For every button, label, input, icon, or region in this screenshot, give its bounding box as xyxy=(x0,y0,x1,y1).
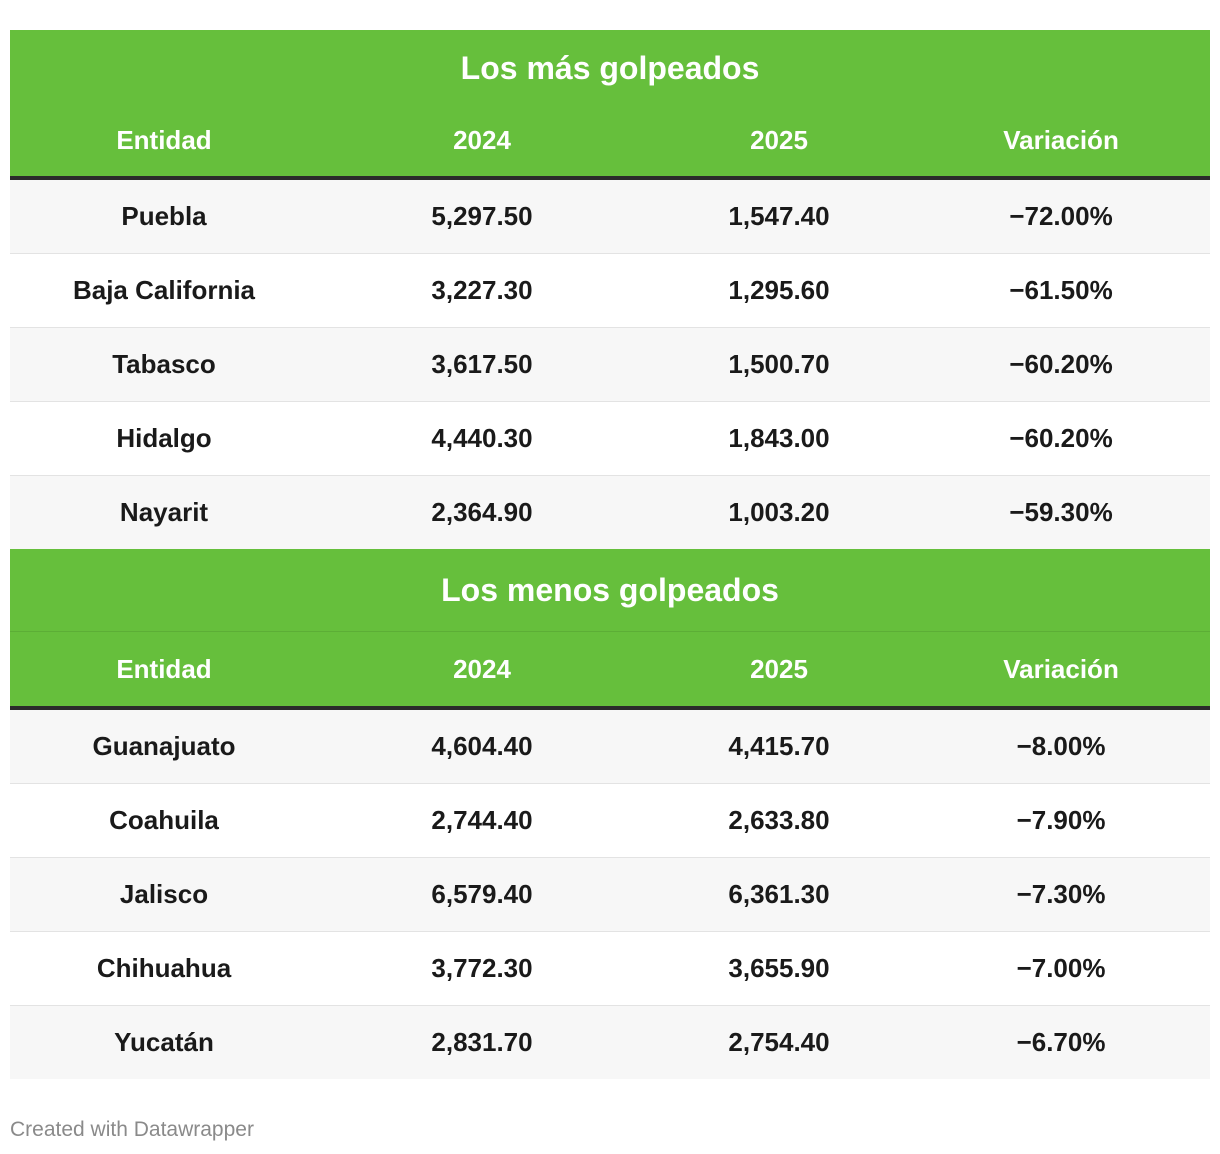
value-2025-cell: 4,415.70 xyxy=(646,708,912,784)
variacion-cell: −60.20% xyxy=(912,327,1211,402)
table-row: Puebla 5,297.50 1,547.40 −72.00% xyxy=(10,178,1211,254)
value-2025-cell: 2,754.40 xyxy=(646,1005,912,1079)
table-row: Jalisco 6,579.40 6,361.30 −7.30% xyxy=(10,857,1211,932)
entidad-cell: Coahuila xyxy=(10,783,318,858)
variacion-cell: −60.20% xyxy=(912,401,1211,476)
variacion-cell: −59.30% xyxy=(912,475,1211,549)
column-header-row: Entidad 2024 2025 Variación xyxy=(10,104,1211,180)
variacion-cell: −7.30% xyxy=(912,857,1211,932)
value-2024-cell: 3,617.50 xyxy=(318,327,646,402)
value-2024-cell: 4,440.30 xyxy=(318,401,646,476)
data-table: Los más golpeados Entidad 2024 2025 Variació… xyxy=(10,30,1211,1079)
table-row: Baja California 3,227.30 1,295.60 −61.50% xyxy=(10,253,1211,328)
variacion-cell: −7.90% xyxy=(912,783,1211,858)
value-2024-cell: 2,831.70 xyxy=(318,1005,646,1079)
value-2024-cell: 3,227.30 xyxy=(318,253,646,328)
value-2025-cell: 6,361.30 xyxy=(646,857,912,932)
variacion-cell: −8.00% xyxy=(912,708,1211,784)
footer-credit[interactable]: Created with Datawrapper xyxy=(10,1118,254,1141)
entidad-cell: Guanajuato xyxy=(10,708,318,784)
section-title-row: Los menos golpeados xyxy=(10,549,1211,632)
value-2024-cell: 2,364.90 xyxy=(318,475,646,549)
entidad-cell: Hidalgo xyxy=(10,401,318,476)
entidad-cell: Jalisco xyxy=(10,857,318,932)
value-2025-cell: 1,843.00 xyxy=(646,401,912,476)
entidad-cell: Nayarit xyxy=(10,475,318,549)
column-header-entidad: Entidad xyxy=(10,631,318,710)
column-header-2024: 2024 xyxy=(318,631,646,710)
entidad-cell: Chihuahua xyxy=(10,931,318,1006)
value-2025-cell: 1,295.60 xyxy=(646,253,912,328)
section-title-row: Los más golpeados xyxy=(10,30,1211,104)
value-2024-cell: 5,297.50 xyxy=(318,178,646,254)
value-2025-cell: 1,500.70 xyxy=(646,327,912,402)
value-2024-cell: 3,772.30 xyxy=(318,931,646,1006)
column-header-entidad: Entidad xyxy=(10,104,318,180)
variacion-cell: −6.70% xyxy=(912,1005,1211,1079)
column-header-2025: 2025 xyxy=(646,104,912,180)
entidad-cell: Yucatán xyxy=(10,1005,318,1079)
entidad-cell: Baja California xyxy=(10,253,318,328)
section-title: Los más golpeados xyxy=(10,30,1211,104)
value-2024-cell: 6,579.40 xyxy=(318,857,646,932)
variacion-cell: −7.00% xyxy=(912,931,1211,1006)
value-2025-cell: 3,655.90 xyxy=(646,931,912,1006)
variacion-cell: −72.00% xyxy=(912,178,1211,254)
section-title: Los menos golpeados xyxy=(10,549,1211,632)
column-header-row: Entidad 2024 2025 Variación xyxy=(10,631,1211,710)
entidad-cell: Puebla xyxy=(10,178,318,254)
variacion-cell: −61.50% xyxy=(912,253,1211,328)
table-row: Chihuahua 3,772.30 3,655.90 −7.00% xyxy=(10,931,1211,1006)
column-header-variacion: Variación xyxy=(912,104,1211,180)
value-2025-cell: 2,633.80 xyxy=(646,783,912,858)
table-row: Tabasco 3,617.50 1,500.70 −60.20% xyxy=(10,327,1211,402)
data-table-container: Los más golpeados Entidad 2024 2025 Variació… xyxy=(10,30,1211,1079)
table-row: Nayarit 2,364.90 1,003.20 −59.30% xyxy=(10,475,1211,549)
value-2024-cell: 2,744.40 xyxy=(318,783,646,858)
table-row: Hidalgo 4,440.30 1,843.00 −60.20% xyxy=(10,401,1211,476)
table-row: Yucatán 2,831.70 2,754.40 −6.70% xyxy=(10,1005,1211,1079)
column-header-2025: 2025 xyxy=(646,631,912,710)
value-2025-cell: 1,547.40 xyxy=(646,178,912,254)
entidad-cell: Tabasco xyxy=(10,327,318,402)
value-2024-cell: 4,604.40 xyxy=(318,708,646,784)
column-header-variacion: Variación xyxy=(912,631,1211,710)
table-row: Coahuila 2,744.40 2,633.80 −7.90% xyxy=(10,783,1211,858)
value-2025-cell: 1,003.20 xyxy=(646,475,912,549)
column-header-2024: 2024 xyxy=(318,104,646,180)
table-body: Los más golpeados Entidad 2024 2025 Variació… xyxy=(10,30,1211,1079)
table-row: Guanajuato 4,604.40 4,415.70 −8.00% xyxy=(10,708,1211,784)
